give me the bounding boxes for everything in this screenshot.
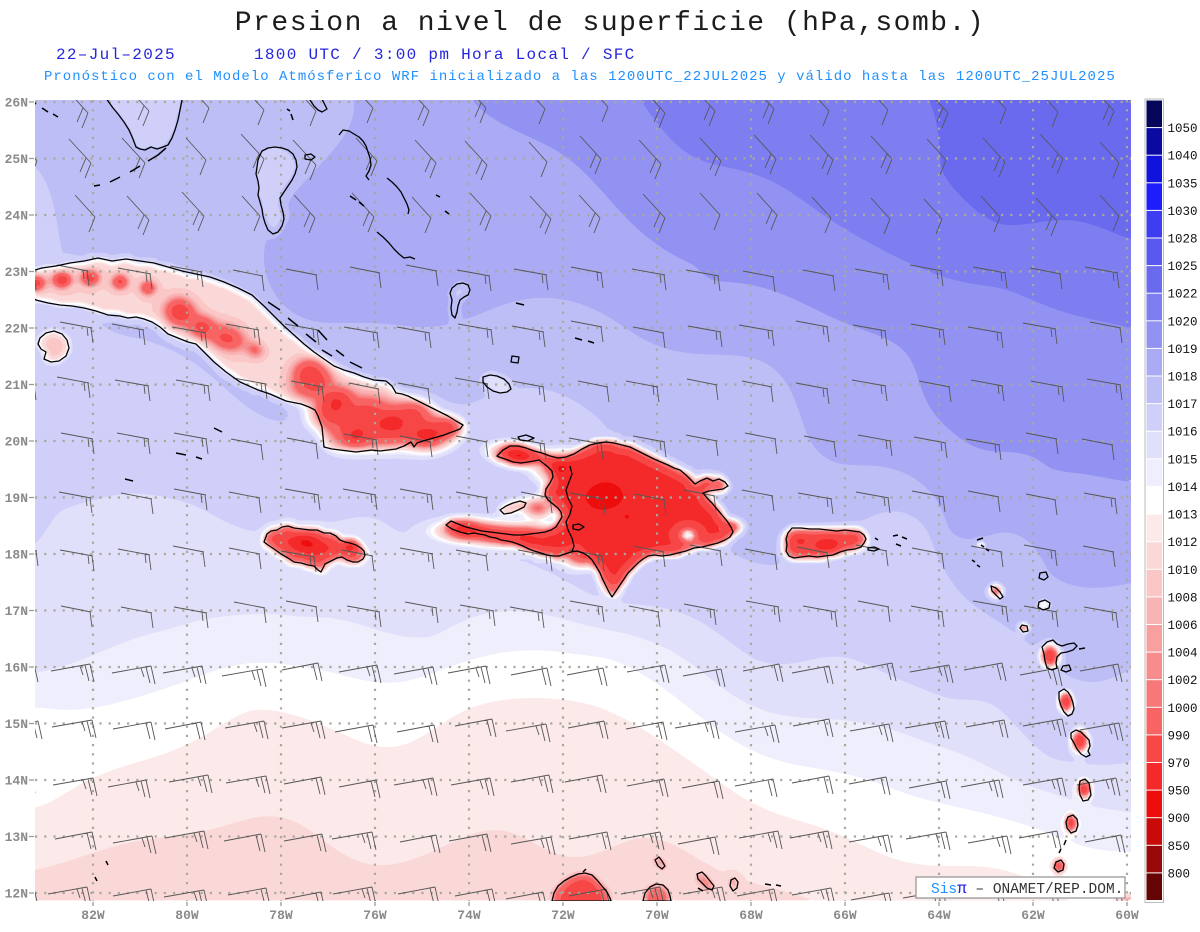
svg-text:74W: 74W [457,908,481,923]
svg-text:62W: 62W [1021,908,1045,923]
svg-text:17N: 17N [5,604,28,619]
svg-text:1013: 1013 [1168,509,1198,523]
svg-text:Pronóstico con el Modelo Atmós: Pronóstico con el Modelo Atmósferico WRF… [44,69,1116,85]
svg-text:66W: 66W [833,908,857,923]
svg-text:23N: 23N [5,265,28,280]
svg-text:970: 970 [1168,757,1191,771]
svg-text:1004: 1004 [1168,647,1198,661]
svg-text:25N: 25N [5,152,28,167]
svg-text:1020: 1020 [1168,315,1198,329]
svg-text:1022: 1022 [1168,288,1198,302]
svg-text:16N: 16N [5,661,28,676]
svg-text:Presion a nivel de superficie: Presion a nivel de superficie (hPa,somb.… [235,8,985,39]
svg-text:13N: 13N [5,830,28,845]
svg-text:18N: 18N [5,548,28,563]
svg-text:990: 990 [1168,729,1191,743]
svg-text:80W: 80W [175,908,199,923]
svg-text:82W: 82W [81,908,105,923]
svg-text:1035: 1035 [1168,177,1198,191]
svg-text:14N: 14N [5,774,28,789]
svg-text:19N: 19N [5,491,28,506]
svg-text:1018: 1018 [1168,371,1198,385]
svg-text:60W: 60W [1115,908,1139,923]
svg-text:70W: 70W [645,908,669,923]
svg-text:21N: 21N [5,378,28,393]
svg-text:1010: 1010 [1168,564,1198,578]
svg-text:1030: 1030 [1168,205,1198,219]
svg-text:64W: 64W [927,908,951,923]
svg-text:22–Jul–2025: 22–Jul–2025 [56,46,176,64]
svg-text:76W: 76W [363,908,387,923]
svg-text:26N: 26N [5,96,28,111]
svg-text:1040: 1040 [1168,150,1198,164]
svg-text:78W: 78W [269,908,293,923]
svg-text:1016: 1016 [1168,426,1198,440]
svg-text:1012: 1012 [1168,536,1198,550]
svg-text:1006: 1006 [1168,619,1198,633]
svg-text:1050: 1050 [1168,122,1198,136]
svg-text:850: 850 [1168,840,1191,854]
svg-text:1008: 1008 [1168,591,1198,605]
svg-text:1000: 1000 [1168,702,1198,716]
svg-text:15N: 15N [5,717,28,732]
svg-text:1025: 1025 [1168,260,1198,274]
svg-text:1017: 1017 [1168,398,1198,412]
svg-text:12N: 12N [5,887,28,902]
svg-text:24N: 24N [5,209,28,224]
svg-text:Sisπ – ONAMET/REP.DOM.: Sisπ – ONAMET/REP.DOM. [931,880,1123,898]
svg-text:900: 900 [1168,812,1191,826]
svg-text:1019: 1019 [1168,343,1198,357]
svg-text:1028: 1028 [1168,233,1198,247]
svg-text:72W: 72W [551,908,575,923]
svg-text:68W: 68W [739,908,763,923]
svg-text:20N: 20N [5,435,28,450]
svg-text:1800 UTC / 3:00 pm Hora Local: 1800 UTC / 3:00 pm Hora Local / SFC [254,46,636,64]
svg-text:800: 800 [1168,867,1191,881]
svg-text:1002: 1002 [1168,674,1198,688]
svg-text:950: 950 [1168,785,1191,799]
svg-text:1014: 1014 [1168,481,1198,495]
svg-text:22N: 22N [5,322,28,337]
svg-text:1015: 1015 [1168,453,1198,467]
